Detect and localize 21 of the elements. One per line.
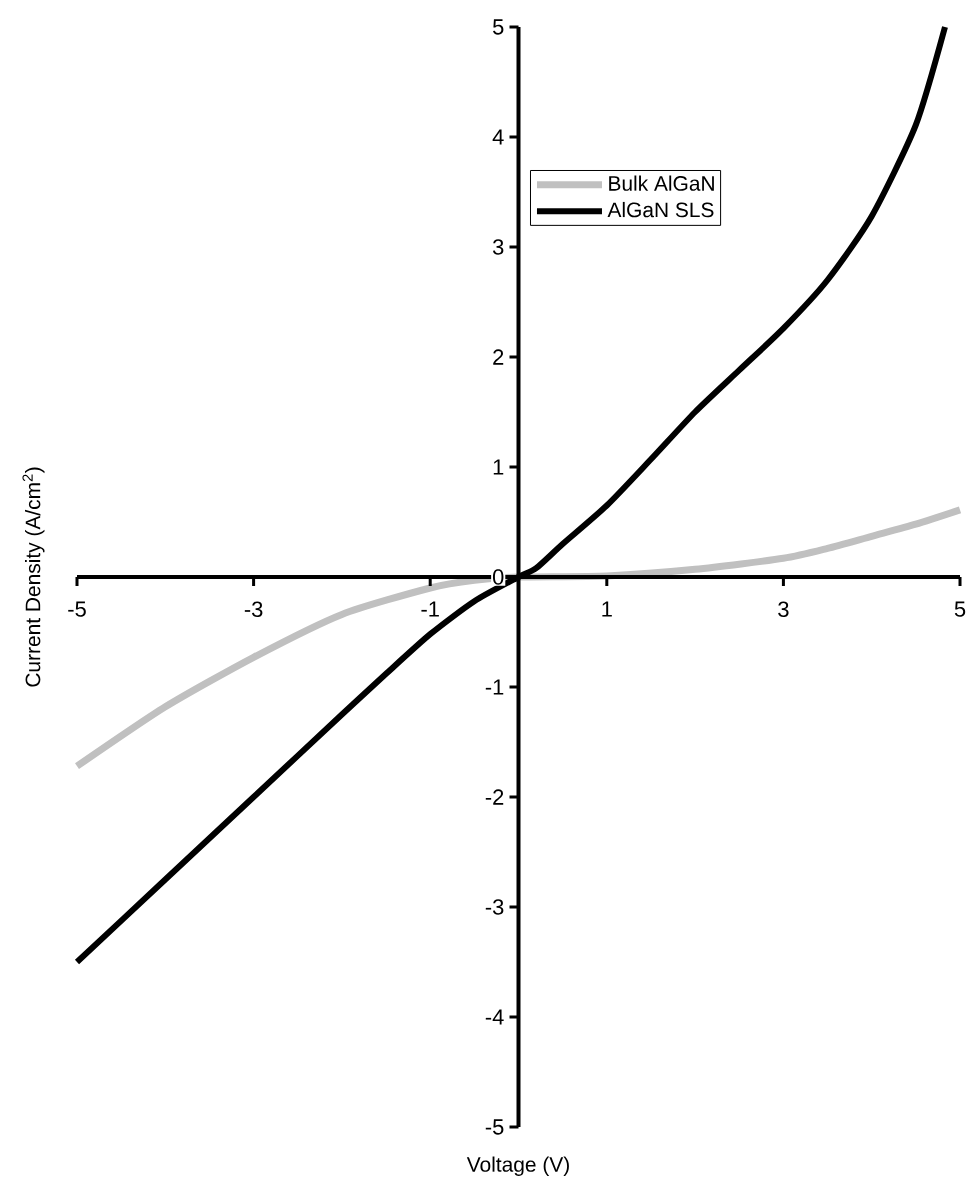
x-axis-title: Voltage (V) [466,1156,569,1177]
y-tick-label: -2 [485,789,504,805]
x-tick-label: 5 [954,601,966,617]
x-tick-label: 3 [778,601,789,618]
y-tick-label: 4 [492,129,504,145]
legend-label: Bulk AlGaN [609,175,714,191]
x-tick-label: -1 [421,601,439,617]
legend-label: AlGaN SLS [607,201,714,218]
x-tick-label: 1 [602,601,612,617]
x-tick-label: -5 [68,601,86,617]
y-tick-label: 0 [492,569,504,585]
y-tick-label: -1 [485,679,504,695]
y-tick-label: 1 [493,459,504,475]
y-tick-label: 3 [492,239,504,255]
y-tick-label: 2 [493,349,504,365]
y-axis-title: Current Density (A/cm$^{2}$) [22,467,45,687]
x-tick-label: -3 [244,601,263,618]
y-tick-label: 5 [492,19,504,35]
y-tick-label: -4 [485,1009,504,1025]
y-tick-label: -5 [485,1119,504,1135]
y-tick-label: -3 [485,899,504,915]
